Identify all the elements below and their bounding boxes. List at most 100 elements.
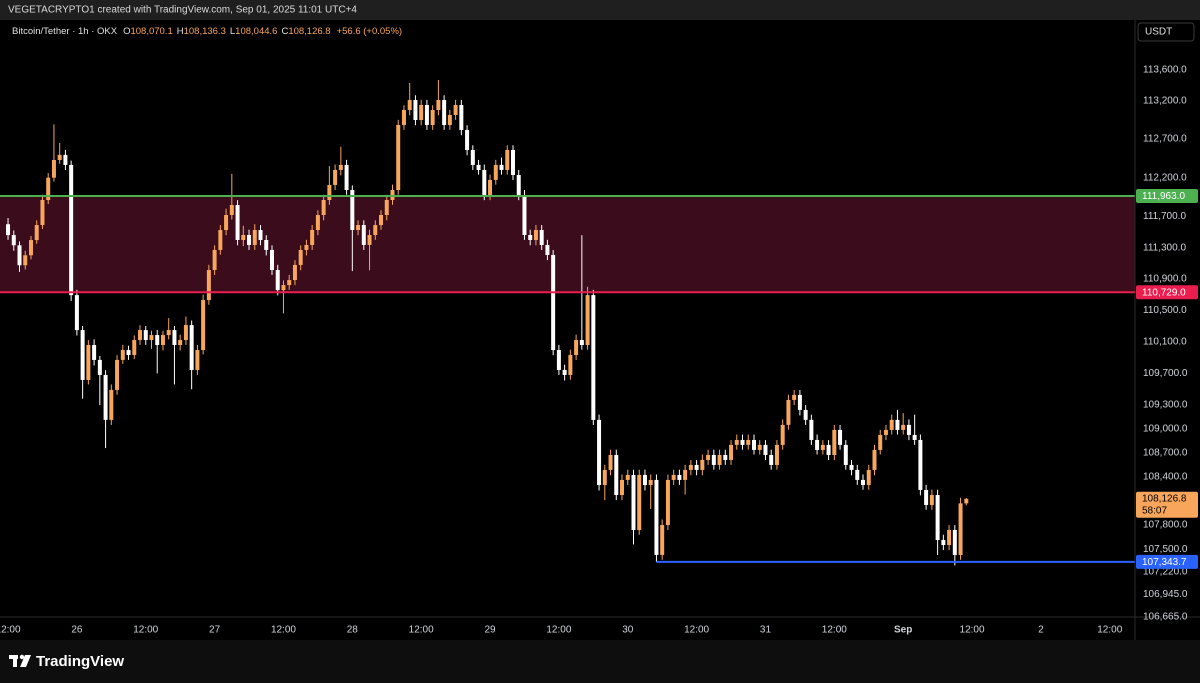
candle-body — [889, 419, 894, 430]
x-tick-label: 12:00 — [960, 625, 985, 636]
candle-body — [298, 249, 303, 265]
x-tick-label: 31 — [760, 625, 772, 636]
header-bar — [0, 0, 1200, 20]
legend-symbol: Bitcoin/Tether · 1h · OKX — [12, 26, 118, 37]
candle-body — [212, 249, 217, 270]
candle-body — [149, 335, 154, 341]
y-tick-label: 113,600.0 — [1143, 65, 1187, 76]
candle-body — [247, 234, 252, 245]
candle-body — [28, 240, 33, 256]
legend-change: +56.6 (+0.05%) — [337, 26, 403, 37]
last-price-box — [1136, 491, 1198, 518]
y-tick-label: 107,800.0 — [1143, 520, 1188, 531]
level-label-box — [1136, 189, 1198, 204]
candle-body — [826, 444, 831, 455]
y-tick-label: 109,000.0 — [1143, 424, 1188, 435]
candle-body — [379, 214, 384, 226]
candle-body — [832, 429, 837, 455]
candle-body — [23, 255, 28, 266]
candle-body — [367, 234, 372, 245]
candle-body — [86, 344, 91, 380]
candle-body — [878, 434, 883, 450]
candle-body — [11, 235, 16, 246]
candle-body — [809, 419, 814, 440]
candle-body — [964, 498, 969, 504]
candle-body — [522, 194, 527, 235]
candle-body — [292, 264, 297, 281]
candle-body — [906, 424, 911, 435]
header-text: VEGETACRYPTO1 created with TradingView.c… — [8, 5, 357, 16]
candle-body — [327, 184, 332, 201]
legend-key: H — [177, 26, 184, 37]
y-tick-label: 109,700.0 — [1143, 368, 1188, 379]
level-label-box — [1136, 285, 1198, 300]
y-tick-label: 108,700.0 — [1143, 448, 1188, 459]
candle-body — [344, 164, 349, 191]
candle-body — [861, 479, 866, 485]
candle-body — [786, 399, 791, 425]
candle-body — [224, 214, 229, 231]
candle-body — [413, 100, 418, 120]
candle-body — [447, 114, 452, 125]
candle-body — [57, 154, 62, 160]
legend-value: 108,044.6 — [235, 26, 277, 37]
candle-body — [40, 200, 45, 226]
level-label-box — [1136, 554, 1198, 569]
candle-body — [476, 164, 481, 170]
candle-body — [941, 540, 946, 546]
candle-body — [855, 469, 860, 480]
x-tick-label: 12:00 — [0, 625, 21, 636]
y-tick-label: 108,400.0 — [1143, 472, 1188, 483]
x-tick-label: 2 — [1038, 625, 1044, 636]
candle-body — [843, 444, 848, 465]
candle-body — [269, 249, 274, 270]
candle-body — [195, 350, 200, 370]
candle-body — [562, 369, 567, 375]
y-tick-label: 111,700.0 — [1143, 211, 1186, 222]
legend-value: 108,070.1 — [130, 26, 172, 37]
candle-body — [201, 300, 206, 351]
legend-key: O — [123, 26, 130, 37]
candle-body — [321, 200, 326, 215]
candle-body — [315, 214, 320, 231]
candle-body — [556, 350, 561, 370]
candle-body — [453, 105, 458, 115]
candle-body — [361, 225, 366, 245]
candle-body — [178, 340, 183, 345]
candle-body — [838, 429, 843, 445]
candle-body — [625, 474, 630, 480]
candle-body — [533, 230, 538, 240]
candle-body — [115, 359, 120, 390]
candle-body — [694, 464, 699, 470]
x-tick-label: 12:00 — [133, 625, 158, 636]
candle-body — [792, 394, 797, 400]
candle-body — [69, 164, 74, 296]
axes: 113,600.0 113,200.0 112,700.0 112,200.0 111,… — [0, 65, 1198, 636]
candle-body — [74, 295, 79, 331]
x-tick-label: 27 — [209, 625, 221, 636]
x-tick-label: 12:00 — [1097, 625, 1122, 636]
candle-body — [63, 154, 68, 165]
candle-body — [206, 269, 211, 301]
candle-body — [126, 350, 131, 356]
x-tick-label: 12:00 — [822, 625, 847, 636]
candle-body — [706, 454, 711, 460]
candle-body — [350, 190, 355, 231]
candle-body — [252, 230, 257, 245]
candle-body — [338, 164, 343, 170]
candle-body — [442, 100, 447, 125]
y-tick-label: 106,665.0 — [1143, 612, 1188, 623]
candle-body — [356, 225, 361, 231]
candle-body — [155, 335, 160, 345]
legend-key: C — [281, 26, 288, 37]
plot — [0, 79, 1135, 566]
candle-body — [287, 280, 292, 286]
candle-body — [929, 495, 934, 505]
candle-body — [510, 149, 515, 175]
candle-body — [947, 530, 952, 546]
candle-body — [6, 224, 11, 236]
candle-body — [757, 444, 762, 450]
legend-key: L — [230, 26, 235, 37]
candle-body — [912, 434, 917, 440]
candle-body — [872, 449, 877, 470]
